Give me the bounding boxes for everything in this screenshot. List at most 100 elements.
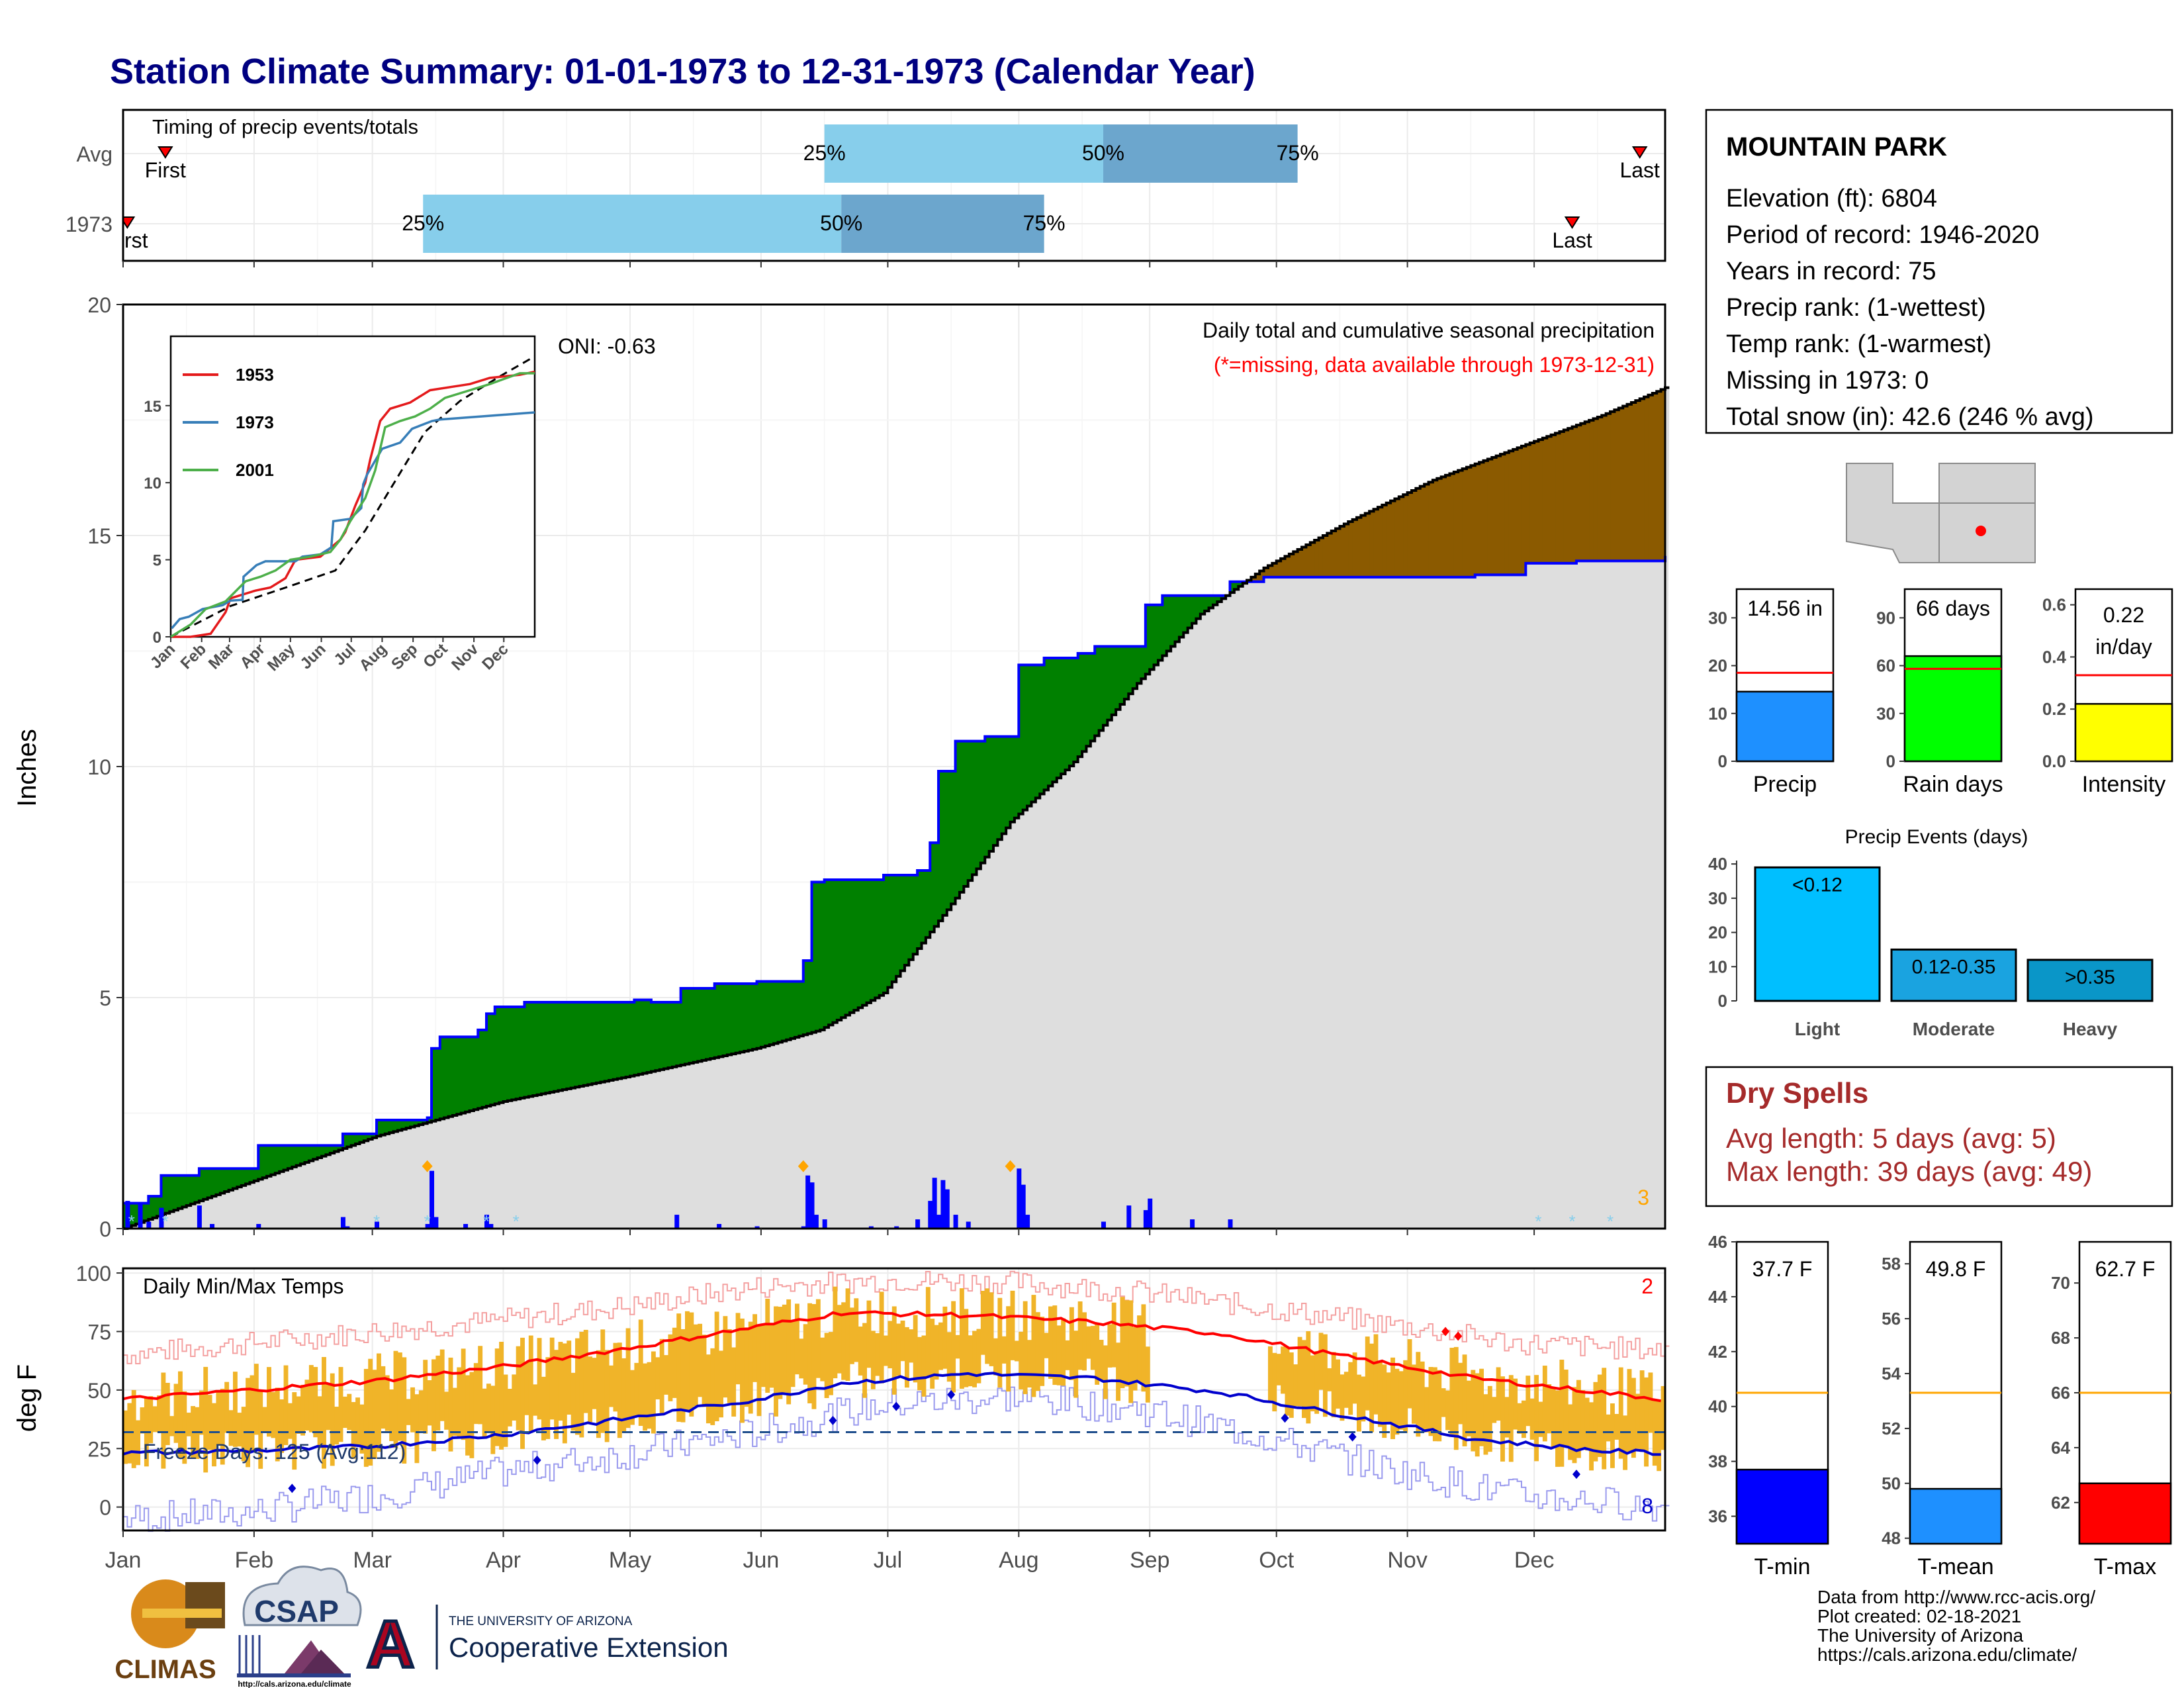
above-average-fill bbox=[900, 875, 905, 971]
above-average-fill bbox=[1048, 657, 1053, 786]
daily-temp-bar bbox=[427, 1380, 432, 1426]
timing-first-marker bbox=[158, 146, 173, 159]
above-average-fill bbox=[144, 1203, 149, 1221]
month-label: Aug bbox=[999, 1548, 1039, 1573]
temp-summary-value-1: 49.8 F bbox=[1926, 1257, 1986, 1281]
daily-temp-bar bbox=[363, 1368, 369, 1467]
daily-temp-bar bbox=[807, 1303, 813, 1403]
daily-temp-bar bbox=[562, 1343, 567, 1444]
daily-temp-bar bbox=[782, 1304, 787, 1393]
daily-temp-bar bbox=[199, 1390, 204, 1435]
daily-temp-bar bbox=[253, 1364, 259, 1435]
daily-precip-bar bbox=[822, 1219, 827, 1229]
record-low-marker bbox=[892, 1401, 901, 1411]
daily-temp-bar bbox=[275, 1387, 280, 1462]
timing-last-label: Last bbox=[1552, 228, 1592, 252]
above-average-fill bbox=[363, 1133, 369, 1141]
above-average-fill bbox=[435, 1048, 441, 1120]
below-average-fill bbox=[1466, 467, 1471, 577]
daily-temp-bar bbox=[651, 1351, 656, 1434]
daily-temp-bar bbox=[1137, 1315, 1142, 1383]
below-average-fill bbox=[1475, 463, 1480, 575]
daily-temp-bar bbox=[659, 1338, 664, 1413]
above-average-fill bbox=[313, 1145, 318, 1160]
record-low-marker bbox=[533, 1455, 541, 1465]
daily-temp-bar bbox=[452, 1387, 457, 1436]
below-average-fill bbox=[1306, 544, 1311, 577]
daily-temp-bar bbox=[613, 1342, 618, 1412]
daily-temp-bar bbox=[524, 1362, 529, 1415]
daily-temp-bar bbox=[879, 1291, 884, 1383]
daily-temp-bar bbox=[169, 1416, 175, 1436]
daily-temp-bar bbox=[351, 1402, 356, 1459]
above-average-fill bbox=[575, 1002, 580, 1088]
events-ytick-label: 30 bbox=[1708, 888, 1727, 908]
temp-summary-label-0: T-min bbox=[1754, 1554, 1811, 1579]
above-average-fill bbox=[469, 1037, 475, 1111]
daily-temp-bar bbox=[300, 1385, 305, 1436]
daily-temp-bar bbox=[575, 1338, 580, 1435]
daily-temp-bar bbox=[744, 1327, 749, 1407]
daily-precip-bar bbox=[940, 1180, 946, 1229]
daily-temp-bar bbox=[579, 1331, 584, 1438]
daily-precip-bar bbox=[1190, 1219, 1195, 1229]
above-average-fill bbox=[976, 741, 981, 869]
daily-temp-bar bbox=[326, 1383, 331, 1430]
daily-temp-bar bbox=[308, 1365, 314, 1432]
above-average-fill bbox=[811, 882, 817, 1033]
daily-temp-bar bbox=[1044, 1333, 1049, 1358]
summary-bar-0 bbox=[1735, 690, 1835, 763]
month-label: Nov bbox=[1387, 1548, 1427, 1573]
above-average-fill bbox=[300, 1145, 306, 1164]
above-average-fill bbox=[558, 1002, 563, 1091]
footer-line-2: The University of Arizona bbox=[1817, 1625, 2024, 1646]
daily-temp-bar bbox=[917, 1336, 922, 1391]
above-average-fill bbox=[854, 880, 859, 1011]
daily-temp-bar bbox=[402, 1357, 407, 1464]
above-average-fill bbox=[338, 1145, 343, 1150]
daily-temp-bar bbox=[372, 1370, 377, 1459]
above-average-fill bbox=[304, 1145, 310, 1162]
temp-summary-bar-1 bbox=[1909, 1487, 2003, 1545]
above-average-fill bbox=[786, 981, 792, 1040]
above-average-fill bbox=[1006, 736, 1011, 828]
above-average-fill bbox=[1158, 604, 1163, 661]
daily-temp-bar bbox=[1373, 1334, 1379, 1415]
below-average-fill bbox=[1453, 472, 1459, 577]
daily-temp-bar bbox=[1390, 1357, 1395, 1440]
daily-temp-bar bbox=[824, 1333, 829, 1399]
daily-temp-bar bbox=[1475, 1373, 1480, 1457]
daily-temp-bar bbox=[1276, 1354, 1281, 1385]
precip-ylabel: Inches bbox=[13, 729, 42, 807]
above-average-fill bbox=[600, 1002, 606, 1082]
above-average-fill bbox=[1230, 581, 1235, 593]
daily-temp-bar bbox=[1141, 1304, 1146, 1392]
snow-day-marker: * bbox=[1607, 1211, 1614, 1231]
below-average-fill bbox=[1606, 413, 1611, 561]
above-average-fill bbox=[740, 984, 745, 1053]
snow-day-marker: * bbox=[128, 1211, 135, 1231]
above-average-fill bbox=[524, 1002, 529, 1098]
above-average-fill bbox=[1212, 595, 1218, 605]
summary-ytick-label: 30 bbox=[1876, 704, 1895, 724]
climas-logo-text: CLIMAS bbox=[114, 1655, 216, 1684]
above-average-fill bbox=[925, 870, 931, 938]
daily-temp-bar bbox=[1035, 1312, 1040, 1391]
above-average-fill bbox=[1141, 646, 1146, 679]
daily-temp-bar bbox=[1023, 1301, 1028, 1395]
daily-temp-bar bbox=[1627, 1369, 1632, 1453]
daily-temp-bar bbox=[212, 1403, 216, 1467]
above-average-fill bbox=[1120, 646, 1125, 705]
below-average-fill bbox=[1534, 441, 1539, 563]
daily-temp-bar bbox=[748, 1321, 753, 1414]
timing-title: Timing of precip events/totals bbox=[152, 115, 418, 138]
above-average-fill bbox=[393, 1119, 398, 1132]
daily-temp-bar bbox=[609, 1365, 614, 1407]
climas-logo: CLIMAS bbox=[114, 1579, 225, 1684]
above-average-fill bbox=[887, 875, 893, 988]
precip-ytick-label: 0 bbox=[99, 1217, 111, 1241]
daily-temp-bar bbox=[1077, 1301, 1083, 1370]
daily-temp-bar bbox=[1386, 1372, 1391, 1422]
below-average-fill bbox=[1314, 539, 1320, 577]
daily-precip-bar bbox=[425, 1224, 430, 1229]
